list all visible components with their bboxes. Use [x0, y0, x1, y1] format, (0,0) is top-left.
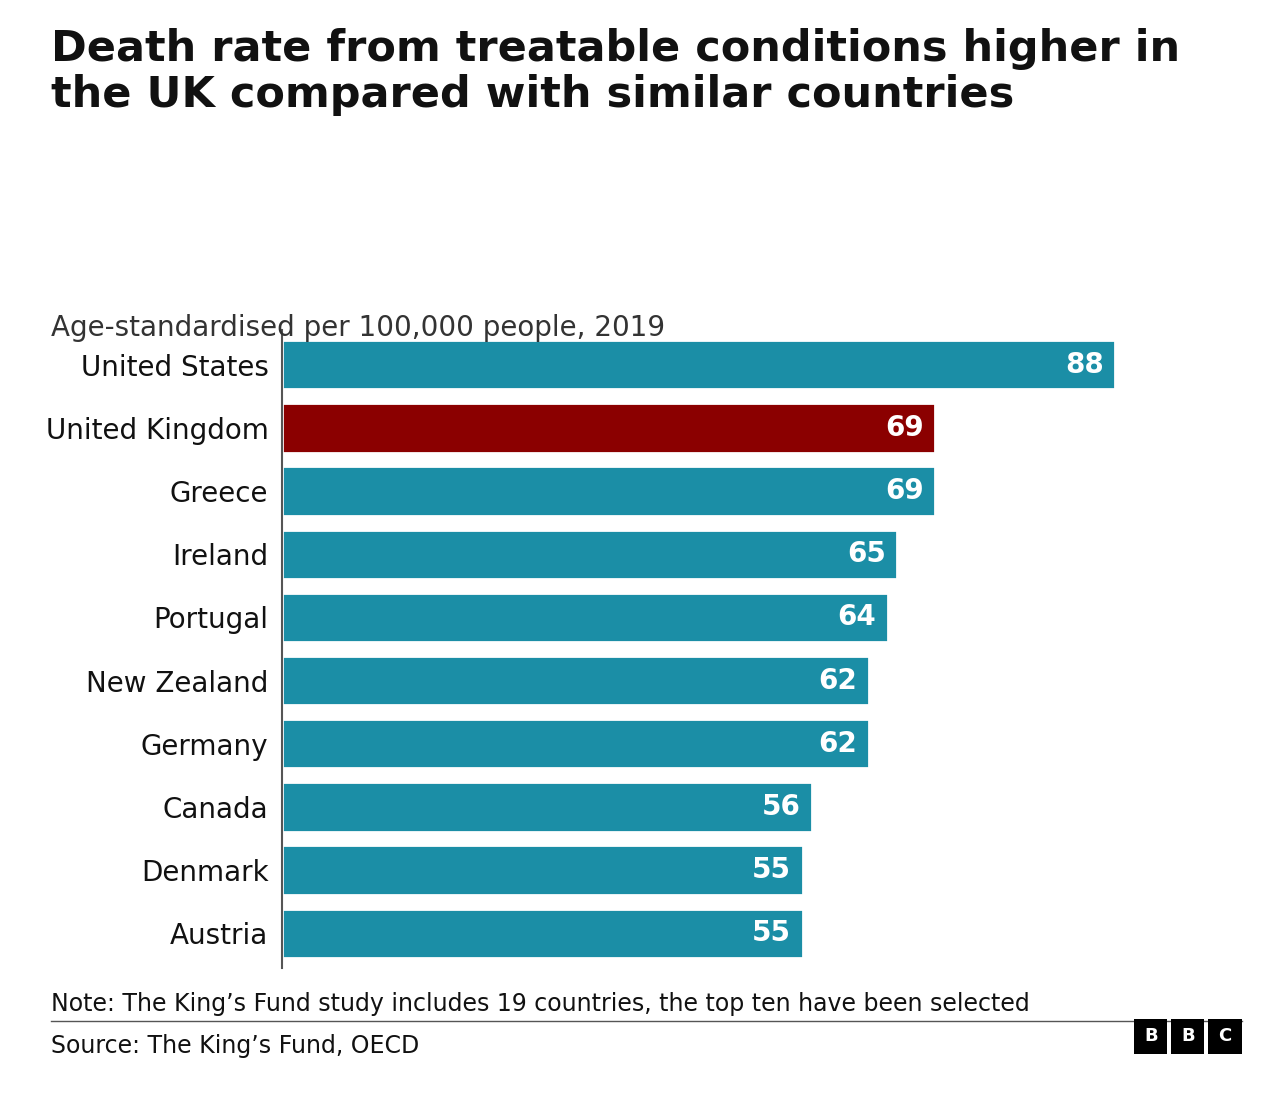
Text: Note: The King’s Fund study includes 19 countries, the top ten have been selecte: Note: The King’s Fund study includes 19 …: [51, 992, 1030, 1016]
Text: Death rate from treatable conditions higher in
the UK compared with similar coun: Death rate from treatable conditions hig…: [51, 28, 1180, 117]
Text: 55: 55: [753, 920, 791, 947]
Text: 88: 88: [1065, 351, 1103, 378]
Bar: [282, 404, 936, 452]
Text: C: C: [1219, 1027, 1231, 1045]
Bar: [282, 656, 869, 705]
Text: B: B: [1144, 1027, 1157, 1045]
Text: B: B: [1181, 1027, 1194, 1045]
Text: 62: 62: [819, 667, 858, 694]
Bar: [282, 529, 897, 579]
Text: 55: 55: [753, 856, 791, 884]
Bar: [282, 909, 803, 958]
Text: 69: 69: [886, 477, 924, 505]
Text: 65: 65: [847, 540, 886, 569]
Bar: [282, 846, 803, 894]
Text: 69: 69: [886, 414, 924, 442]
Bar: [282, 340, 1115, 389]
Bar: [282, 782, 812, 832]
Text: 56: 56: [762, 793, 801, 821]
Text: Age-standardised per 100,000 people, 2019: Age-standardised per 100,000 people, 201…: [51, 314, 666, 341]
Text: Source: The King’s Fund, OECD: Source: The King’s Fund, OECD: [51, 1034, 420, 1058]
Bar: [282, 466, 936, 516]
Bar: [282, 593, 888, 642]
Text: 64: 64: [837, 604, 877, 631]
Bar: [282, 719, 869, 769]
Text: 62: 62: [819, 729, 858, 758]
